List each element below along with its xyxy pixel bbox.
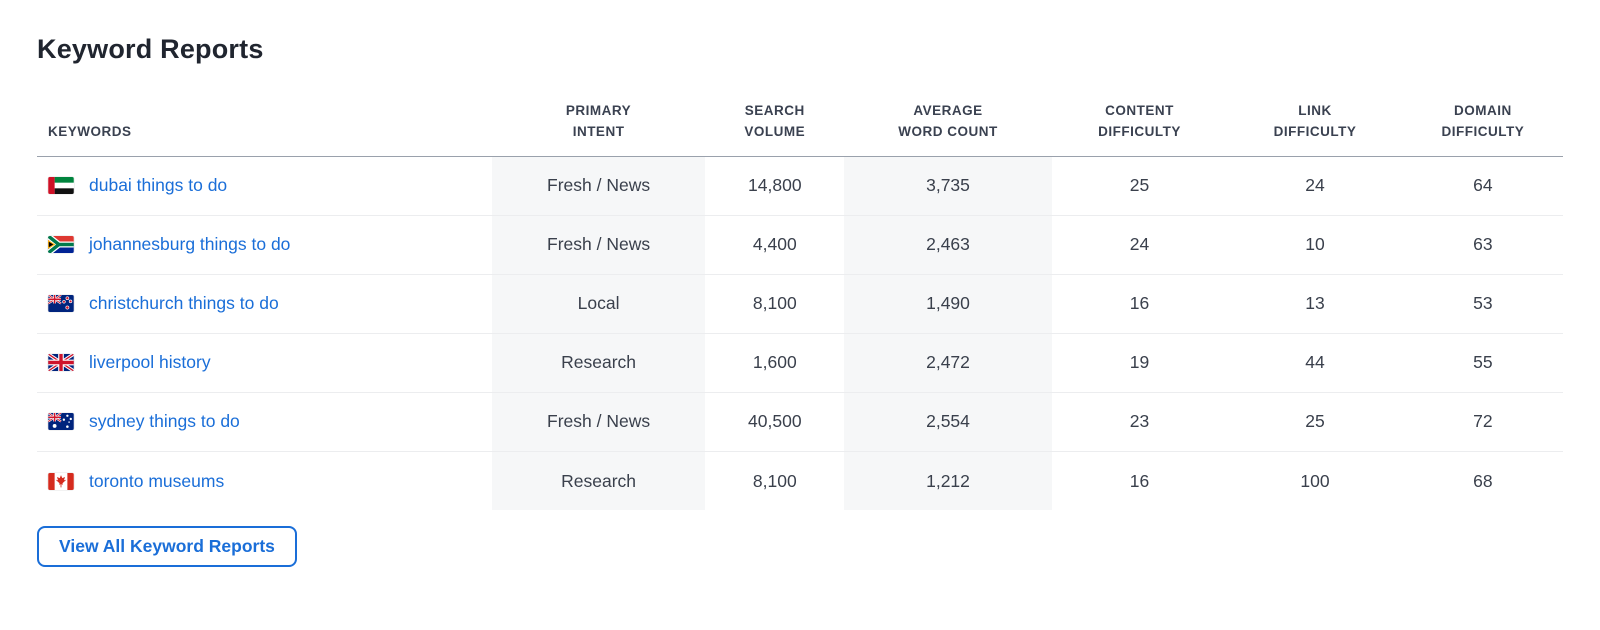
search-volume-cell: 14,800 [705, 156, 845, 216]
keyword-cell: christchurch things to do [37, 274, 492, 334]
table-row: johannesburg things to do Fresh / News 4… [37, 215, 1563, 275]
content-difficulty-cell: 19 [1051, 333, 1228, 393]
domain-difficulty-cell: 53 [1402, 274, 1563, 334]
avg-word-count-cell: 1,490 [844, 274, 1052, 334]
search-volume-cell: 40,500 [705, 392, 845, 452]
content-difficulty-cell: 24 [1051, 215, 1228, 275]
header-link-difficulty: LINK DIFFICULTY [1227, 101, 1403, 157]
avg-word-count-cell: 3,735 [844, 156, 1052, 216]
avg-word-count-cell: 2,472 [844, 333, 1052, 393]
australia-flag-icon [48, 413, 74, 431]
keyword-link[interactable]: toronto museums [89, 470, 225, 491]
header-search-volume: SEARCH VOLUME [705, 101, 845, 157]
keyword-link[interactable]: dubai things to do [89, 175, 228, 196]
header-domain-difficulty: DOMAIN DIFFICULTY [1402, 101, 1563, 157]
page-title: Keyword Reports [37, 34, 264, 64]
link-difficulty-cell: 10 [1227, 215, 1403, 275]
content-difficulty-cell: 16 [1051, 274, 1228, 334]
search-volume-cell: 8,100 [752, 470, 797, 491]
primary-intent-cell: Fresh / News [491, 392, 706, 452]
keyword-link[interactable]: christchurch things to do [89, 293, 279, 314]
table-row: christchurch things to do Local 8,100 1,… [37, 274, 1563, 334]
header-primary-intent: PRIMARY INTENT [491, 101, 706, 157]
header-content-difficulty: CONTENT DIFFICULTY [1051, 101, 1228, 157]
keyword-cell: dubai things to do [37, 156, 492, 216]
uae-flag-icon [48, 177, 74, 195]
avg-word-count-cell: 2,554 [844, 392, 1052, 452]
table-row: toronto museums Research 8,100 1,212 16 … [37, 451, 1563, 511]
domain-difficulty-cell: 55 [1402, 333, 1563, 393]
content-difficulty-cell: 16 [1129, 470, 1150, 491]
table-row: dubai things to do Fresh / News 14,800 3… [37, 156, 1563, 216]
south-africa-flag-icon [48, 236, 74, 254]
link-difficulty-cell: 24 [1227, 156, 1403, 216]
keyword-link[interactable]: johannesburg things to do [89, 234, 291, 255]
link-difficulty-cell: 100 [1300, 470, 1330, 491]
domain-difficulty-cell: 72 [1402, 392, 1563, 452]
link-difficulty-cell: 25 [1227, 392, 1403, 452]
search-volume-cell: 1,600 [705, 333, 845, 393]
keyword-cell: toronto museums [37, 451, 492, 510]
domain-difficulty-cell: 64 [1402, 156, 1563, 216]
primary-intent-cell: Fresh / News [491, 156, 706, 216]
view-all-keyword-reports-button[interactable]: View All Keyword Reports [37, 526, 297, 568]
link-difficulty-cell: 44 [1227, 333, 1403, 393]
table-header: KEYWORDS PRIMARY INTENT SEARCH VOLUME AVER… [37, 101, 1563, 157]
primary-intent-cell: Research [491, 451, 706, 511]
domain-difficulty-cell: 63 [1402, 215, 1563, 275]
primary-intent-cell: Research [491, 333, 706, 393]
keyword-cell: sydney things to do [37, 392, 492, 452]
keyword-cell: liverpool history [37, 333, 492, 393]
search-volume-cell: 8,100 [705, 274, 845, 334]
table-row: liverpool history Research 1,600 2,472 1… [37, 333, 1563, 393]
keyword-reports-panel: Keyword Reports KEYWORDS PRIMARY INTENT S… [37, 34, 1563, 568]
table-row: sydney things to do Fresh / News 40,500 … [37, 392, 1563, 452]
primary-intent-cell: Local [491, 274, 706, 334]
avg-word-count-cell: 2,463 [844, 215, 1052, 275]
primary-intent-cell: Fresh / News [491, 215, 706, 275]
content-difficulty-cell: 25 [1051, 156, 1228, 216]
keyword-link[interactable]: sydney things to do [89, 411, 240, 432]
canada-flag-icon [48, 472, 74, 490]
header-keywords: KEYWORDS [37, 101, 492, 157]
uk-flag-icon [48, 354, 74, 372]
new-zealand-flag-icon [48, 295, 74, 313]
table-body: dubai things to do Fresh / News 14,800 3… [37, 156, 1563, 511]
content-difficulty-cell: 23 [1051, 392, 1228, 452]
header-average-word-count: AVERAGE WORD COUNT [844, 101, 1052, 157]
avg-word-count-cell: 1,212 [844, 451, 1052, 511]
link-difficulty-cell: 13 [1227, 274, 1403, 334]
header-row: KEYWORDS PRIMARY INTENT SEARCH VOLUME AVER… [37, 101, 1563, 157]
keyword-cell: johannesburg things to do [37, 215, 492, 275]
search-volume-cell: 4,400 [705, 215, 845, 275]
keyword-link[interactable]: liverpool history [89, 352, 211, 373]
keyword-reports-table: KEYWORDS PRIMARY INTENT SEARCH VOLUME AVER… [37, 101, 1563, 511]
domain-difficulty-cell: 68 [1473, 470, 1493, 491]
